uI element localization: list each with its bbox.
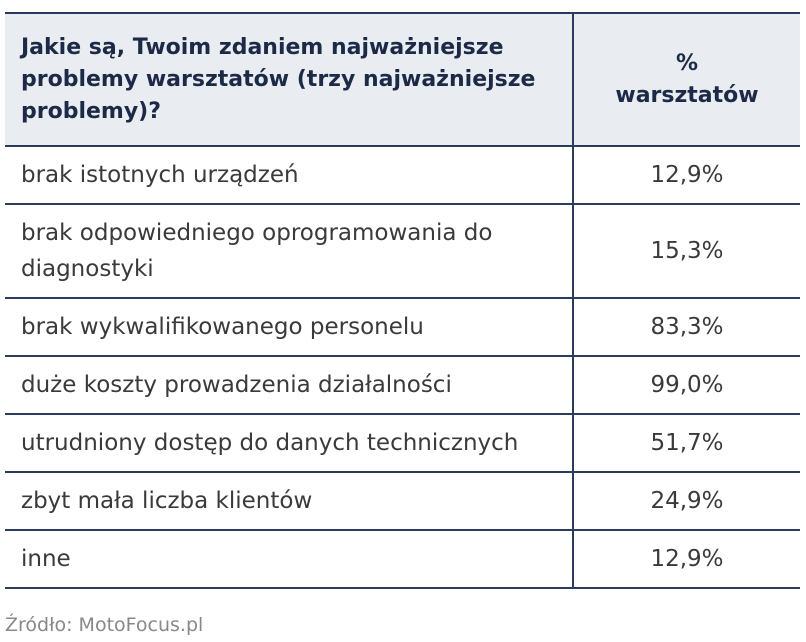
table-row: utrudniony dostęp do danych technicznych…	[5, 413, 800, 473]
problem-cell: utrudniony dostęp do danych technicznych	[5, 413, 573, 473]
problem-cell: brak odpowiedniego oprogramowania do dia…	[5, 203, 573, 299]
percent-cell: 12,9%	[572, 529, 800, 589]
table-row: duże koszty prowadzenia działalności 99,0…	[5, 355, 800, 415]
problem-cell: brak wykwalifikowanego personelu	[5, 297, 573, 357]
percent-cell: 83,3%	[572, 297, 800, 357]
header-row: Jakie są, Twoim zdaniem najważniejsze pr…	[5, 12, 800, 147]
header-cell: Jakie są, Twoim zdaniem najważniejsze pr…	[5, 12, 573, 147]
problem-cell: inne	[5, 529, 573, 589]
header-cell: % warsztatów	[572, 12, 800, 147]
percent-cell: 12,9%	[572, 145, 800, 205]
table-row: inne 12,9%	[5, 529, 800, 589]
table-row: brak wykwalifikowanego personelu 83,3%	[5, 297, 800, 357]
source: Źródło: MotoFocus.pl	[5, 614, 204, 636]
table: Jakie są, Twoim zdaniem najważniejsze pr…	[5, 12, 800, 589]
percent-cell: 51,7%	[572, 413, 800, 473]
table-row: brak odpowiedniego oprogramowania do dia…	[5, 203, 800, 299]
problem-cell: zbyt mała liczba klientów	[5, 471, 573, 531]
percent-cell: 24,9%	[572, 471, 800, 531]
table-row: zbyt mała liczba klientów 24,9%	[5, 471, 800, 531]
percent-cell: 99,0%	[572, 355, 800, 415]
percent-cell: 15,3%	[572, 203, 800, 299]
table-row: brak istotnych urządzeń 12,9%	[5, 145, 800, 205]
table-body: brak istotnych urządzeń 12,9% brak odpowie…	[5, 145, 800, 589]
problem-cell: duże koszty prowadzenia działalności	[5, 355, 573, 415]
problem-cell: brak istotnych urządzeń	[5, 145, 573, 205]
